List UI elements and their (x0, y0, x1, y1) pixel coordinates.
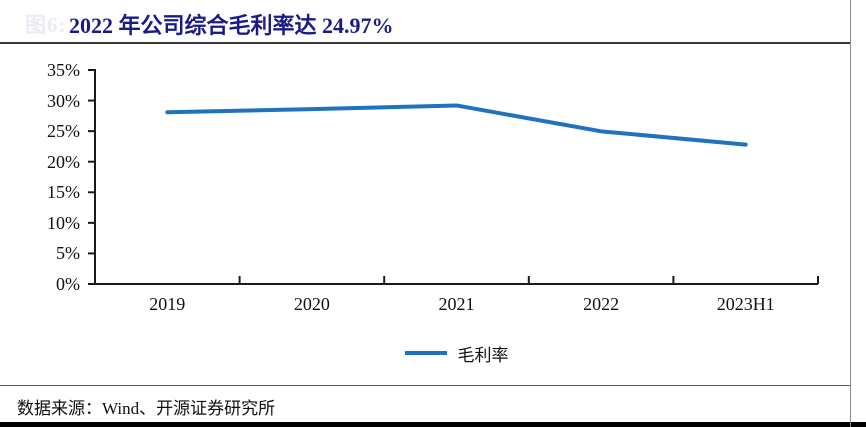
y-tick-label: 35% (47, 60, 80, 80)
source-divider (0, 385, 851, 386)
x-tick-label: 2019 (149, 294, 186, 314)
x-tick-label: 2020 (293, 294, 330, 314)
y-tick-label: 0% (56, 274, 80, 294)
y-tick-label: 25% (47, 121, 80, 142)
y-tick-label: 5% (56, 243, 80, 264)
legend-series-label: 毛利率 (457, 345, 509, 365)
x-tick-label: 2021 (438, 294, 475, 314)
y-tick-label: 20% (47, 151, 80, 172)
y-tick-label: 10% (47, 212, 80, 233)
chart-legend: 毛利率 (95, 342, 818, 365)
x-tick-label: 2022 (583, 294, 620, 314)
right-border (850, 0, 851, 427)
title-divider (0, 42, 851, 44)
figure-number-label: 图6: (25, 13, 67, 37)
y-tick-label: 15% (47, 182, 80, 203)
chart-title: 2022 年公司综合毛利率达 24.97% (69, 13, 394, 38)
series-line-毛利率 (165, 103, 748, 147)
bottom-border (0, 422, 866, 427)
x-tick-label: 2023H1 (716, 294, 775, 314)
y-tick-label: 30% (47, 90, 80, 111)
legend-line-swatch (404, 351, 447, 355)
data-source-text: 数据来源：Wind、开源证券研究所 (17, 399, 276, 418)
